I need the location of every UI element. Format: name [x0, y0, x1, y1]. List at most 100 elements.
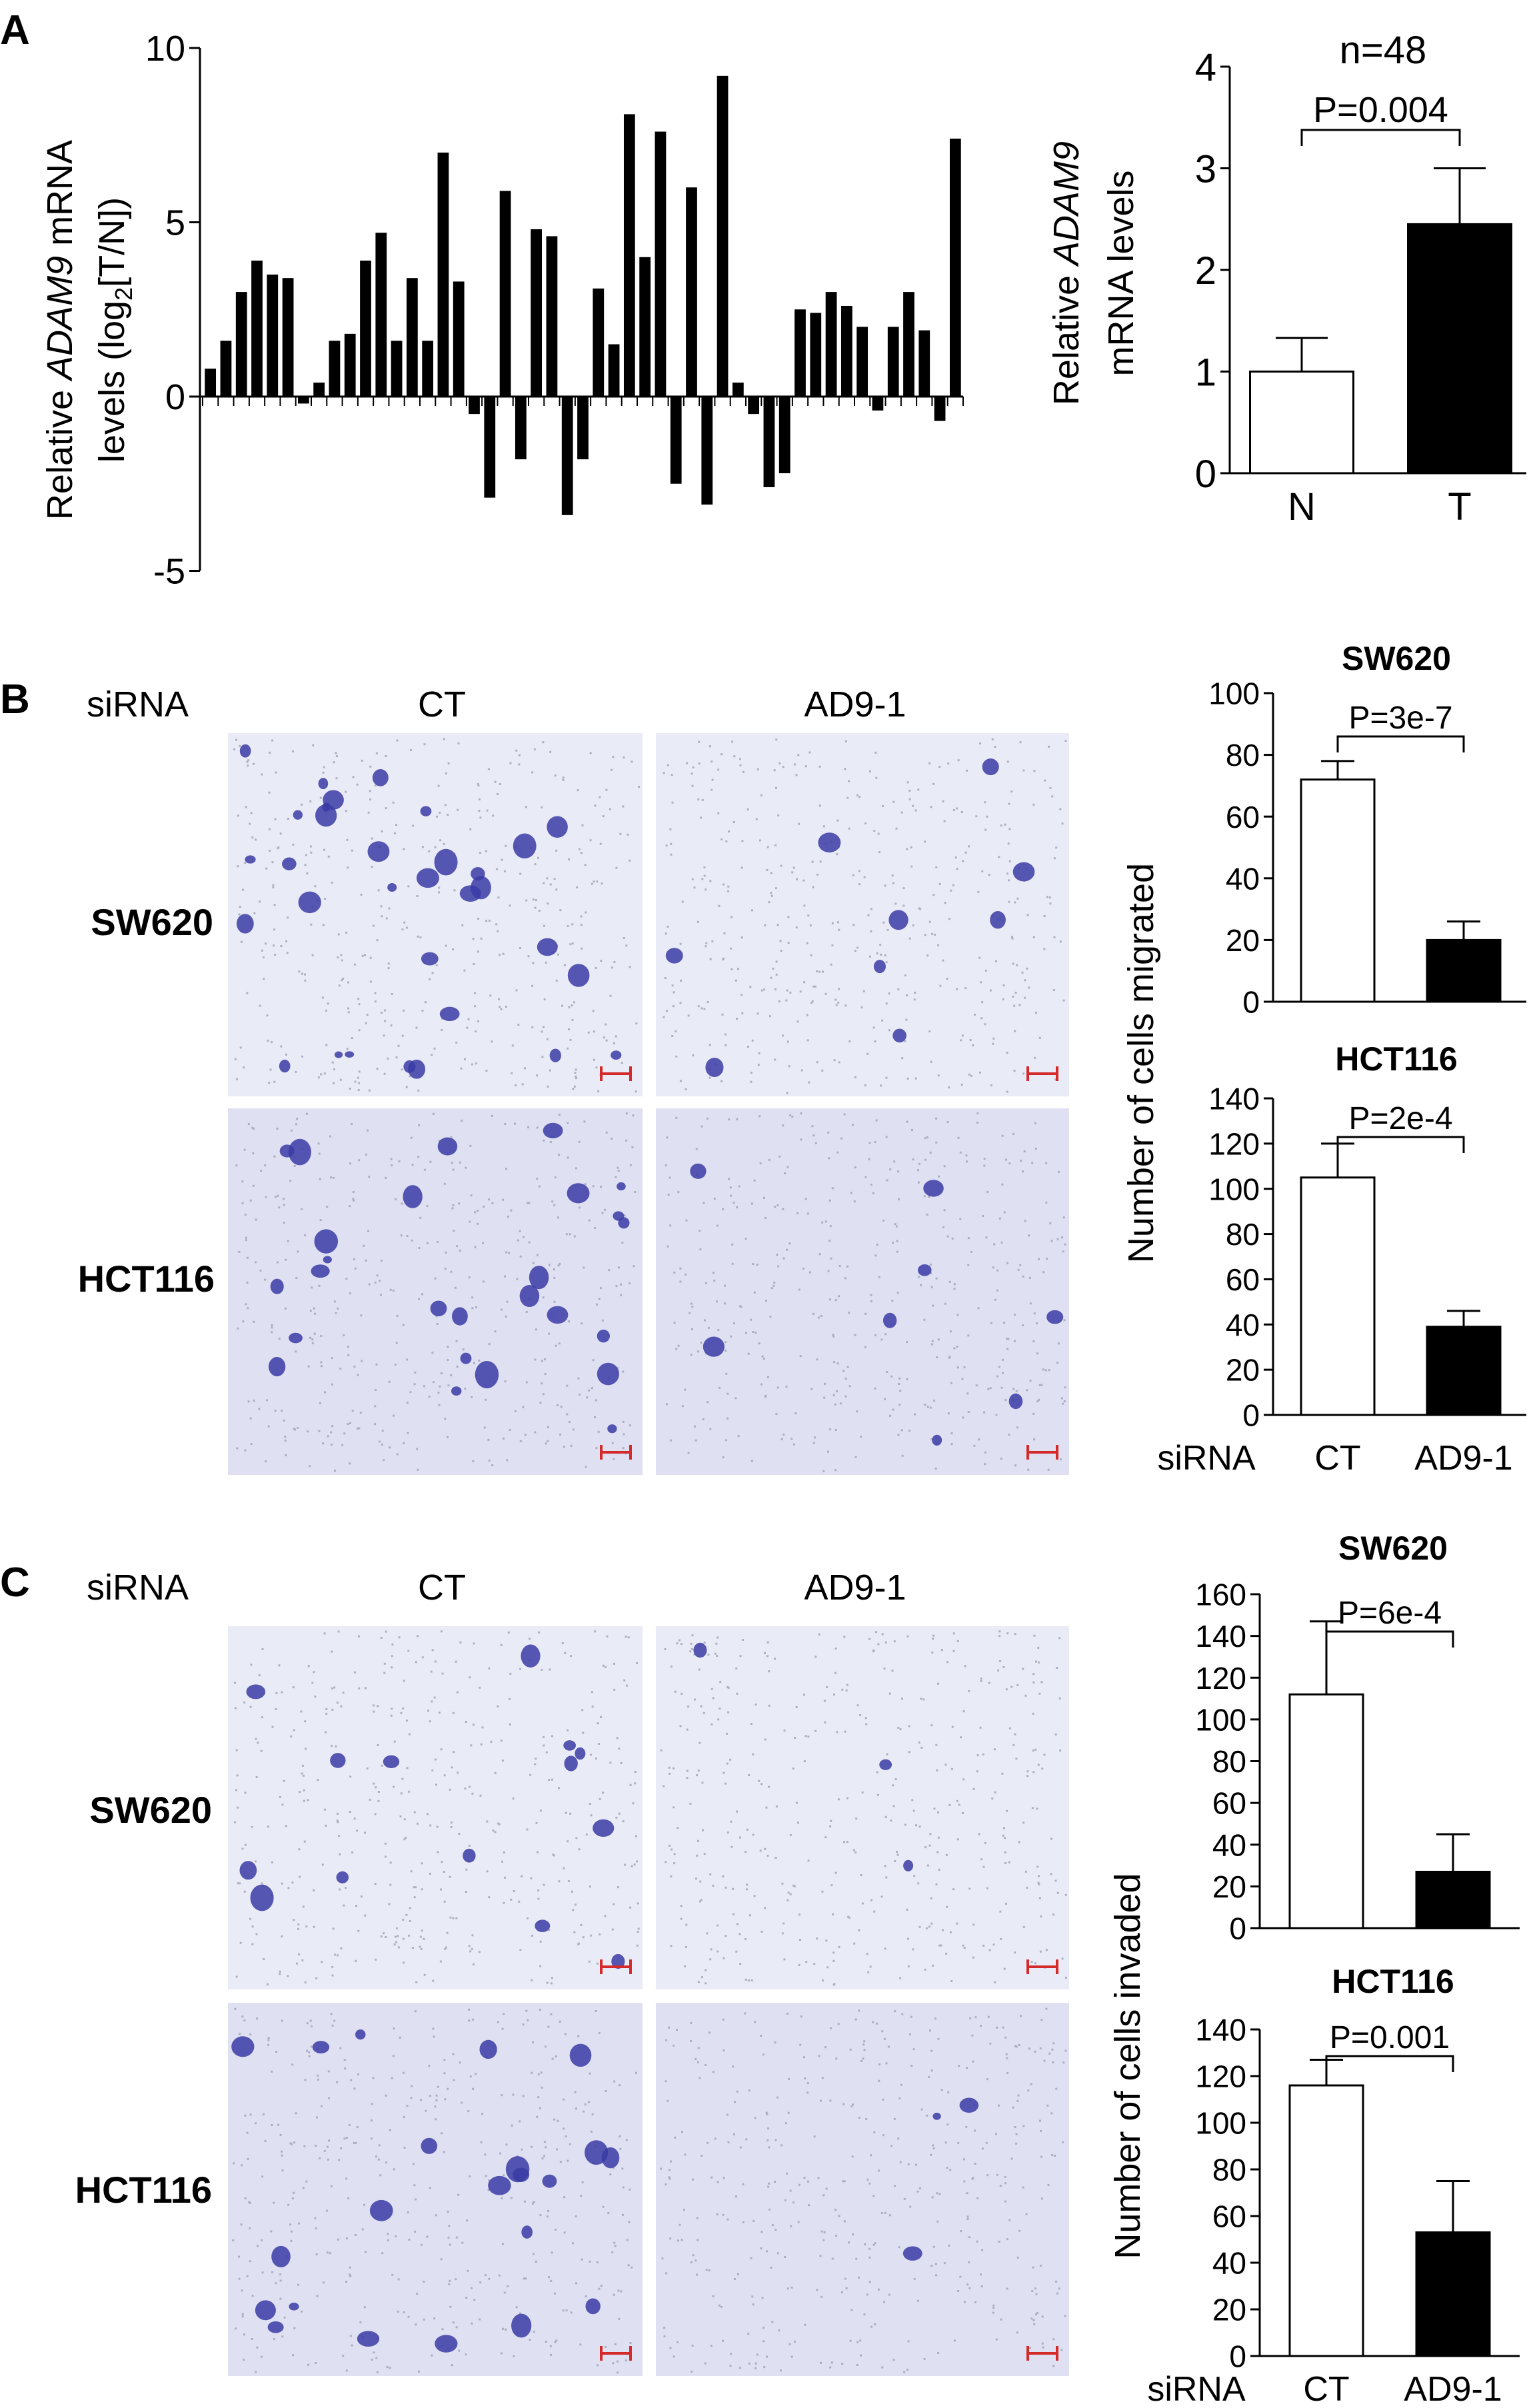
stained-cell	[435, 2335, 458, 2353]
chart-c2-pvalue-label: P=0.001	[1330, 2020, 1450, 2055]
stained-cell	[593, 1819, 615, 1837]
chart-b1-title: SW620	[1342, 640, 1451, 677]
panel-c-micrographs: siRNA CT AD9-1 SW620 HCT116	[75, 1568, 1069, 2376]
stained-cell	[289, 2302, 299, 2311]
stained-cell	[567, 964, 590, 987]
stained-cell	[239, 1861, 257, 1880]
chart-c2-category-label: AD9-1	[1404, 2370, 1502, 2408]
stained-cell	[271, 2245, 291, 2267]
stained-cell	[387, 883, 397, 892]
chart-c2-category-label: CT	[1303, 2370, 1349, 2408]
stained-cell	[430, 1300, 447, 1317]
chart-b1-ytick-label: 40	[1226, 861, 1260, 896]
scale-bar	[600, 1066, 632, 1081]
stained-cell	[311, 1264, 330, 1278]
stained-cell	[345, 1051, 355, 1058]
micrograph-c-hct116-ct	[228, 2003, 643, 2376]
chart-c1-pvalue-bracket	[1325, 1630, 1454, 1648]
chart-b1-ytick-label: 20	[1226, 923, 1260, 958]
chart-c2-ytick-label: 100	[1195, 2106, 1246, 2141]
scale-bar	[600, 1445, 632, 1460]
stained-cell	[479, 2039, 497, 2059]
stained-cell	[460, 1352, 472, 1364]
chart-b1-ytick-label: 60	[1226, 800, 1260, 834]
stained-cell	[475, 1360, 499, 1389]
chart-a2-ytick-label: 3	[1195, 147, 1216, 191]
chart-a1-bar	[453, 281, 465, 397]
stained-cell	[451, 1386, 462, 1396]
stained-cell	[434, 848, 458, 876]
stained-cell	[585, 2298, 601, 2315]
chart-a1-bar	[344, 333, 356, 397]
chart-a2-ytick-label: 1	[1195, 351, 1216, 394]
chart-a1-bar	[437, 152, 449, 397]
stained-cell	[298, 891, 321, 914]
chart-a1-ylabel-line1: Relative ADAM9 mRNA	[40, 140, 80, 520]
chart-c2-ytick-label: 60	[1212, 2199, 1246, 2234]
stained-cell	[611, 1953, 625, 1969]
stained-cell	[932, 1434, 942, 1446]
micrograph-background	[656, 1626, 1069, 1989]
panel-c-col-label-ct: CT	[418, 1568, 466, 1608]
chart-b-ylabel: Number of cells migrated	[1121, 863, 1161, 1263]
micrograph-b-sw620-ct	[228, 733, 643, 1096]
stained-cell	[250, 1884, 274, 1911]
chart-a1-bar	[934, 397, 946, 421]
stained-cell	[289, 1332, 303, 1344]
chart-c1-ytick-label: 40	[1212, 1827, 1246, 1862]
chart-a1-bar	[422, 341, 434, 397]
chart-a1-bar	[375, 233, 387, 397]
chart-c2-xlabel: siRNA	[1147, 2370, 1246, 2408]
stained-cell	[1046, 1310, 1064, 1324]
chart-c2-title: HCT116	[1332, 1963, 1454, 2000]
stained-cell	[818, 832, 841, 853]
stained-cell	[542, 2174, 557, 2188]
stained-cell	[236, 914, 254, 934]
stained-cell	[564, 1756, 578, 1772]
stained-cell	[330, 1753, 346, 1768]
chart-c2-ytick-label: 120	[1195, 2059, 1246, 2094]
panel-c-row-label-hct116: HCT116	[75, 2169, 212, 2211]
stained-cell	[336, 1871, 349, 1883]
chart-a1-ytick-label: 10	[145, 29, 185, 69]
chart-a2-category-label: T	[1448, 485, 1471, 529]
scale-bar	[1026, 2346, 1058, 2361]
stained-cell	[611, 1050, 622, 1060]
chart-c1-pvalue-label: P=6e-4	[1338, 1596, 1442, 1631]
chart-a1-bar	[670, 397, 682, 484]
stained-cell	[703, 1336, 725, 1357]
chart-c1-bar	[1288, 1693, 1364, 1929]
chart-b2-category-label: CT	[1314, 1439, 1360, 1478]
chart-a1-bar	[840, 306, 852, 397]
chart-a1-bar	[794, 309, 806, 397]
stained-cell	[231, 2036, 255, 2057]
chart-a1-bar	[561, 397, 573, 515]
stained-cell	[355, 2029, 366, 2040]
micrograph-c-sw620-ad9	[656, 1626, 1069, 1989]
stained-cell	[690, 1163, 707, 1179]
chart-a1-bar	[639, 257, 651, 397]
chart-a2-ylabel-line2: mRNA levels	[1101, 170, 1141, 376]
stained-cell	[312, 2041, 330, 2054]
stained-cell	[282, 857, 297, 870]
stained-cell	[403, 1185, 423, 1208]
stained-cell	[372, 768, 389, 786]
stained-cell	[318, 778, 329, 790]
stained-cell	[521, 2225, 533, 2239]
micrograph-background	[656, 733, 1069, 1096]
panel-letter-a: A	[0, 7, 30, 53]
stained-cell	[563, 1740, 576, 1751]
chart-a1-ylabel-line2: levels (log2[T/N])	[92, 197, 137, 463]
chart-a1-ytick-label: 5	[165, 203, 185, 243]
chart-a1-bar	[205, 369, 217, 397]
chart-a1-bar	[856, 327, 868, 397]
chart-b1-pvalue-label: P=3e-7	[1348, 700, 1452, 736]
chart-c2-bar	[1415, 2231, 1491, 2357]
chart-c2-ytick-label: 20	[1212, 2293, 1246, 2327]
stained-cell	[923, 1180, 944, 1197]
stained-cell	[314, 1229, 339, 1254]
chart-b2-ytick-label: 0	[1242, 1398, 1260, 1433]
stained-cell	[279, 1144, 295, 1158]
micrograph-background	[228, 2003, 643, 2376]
